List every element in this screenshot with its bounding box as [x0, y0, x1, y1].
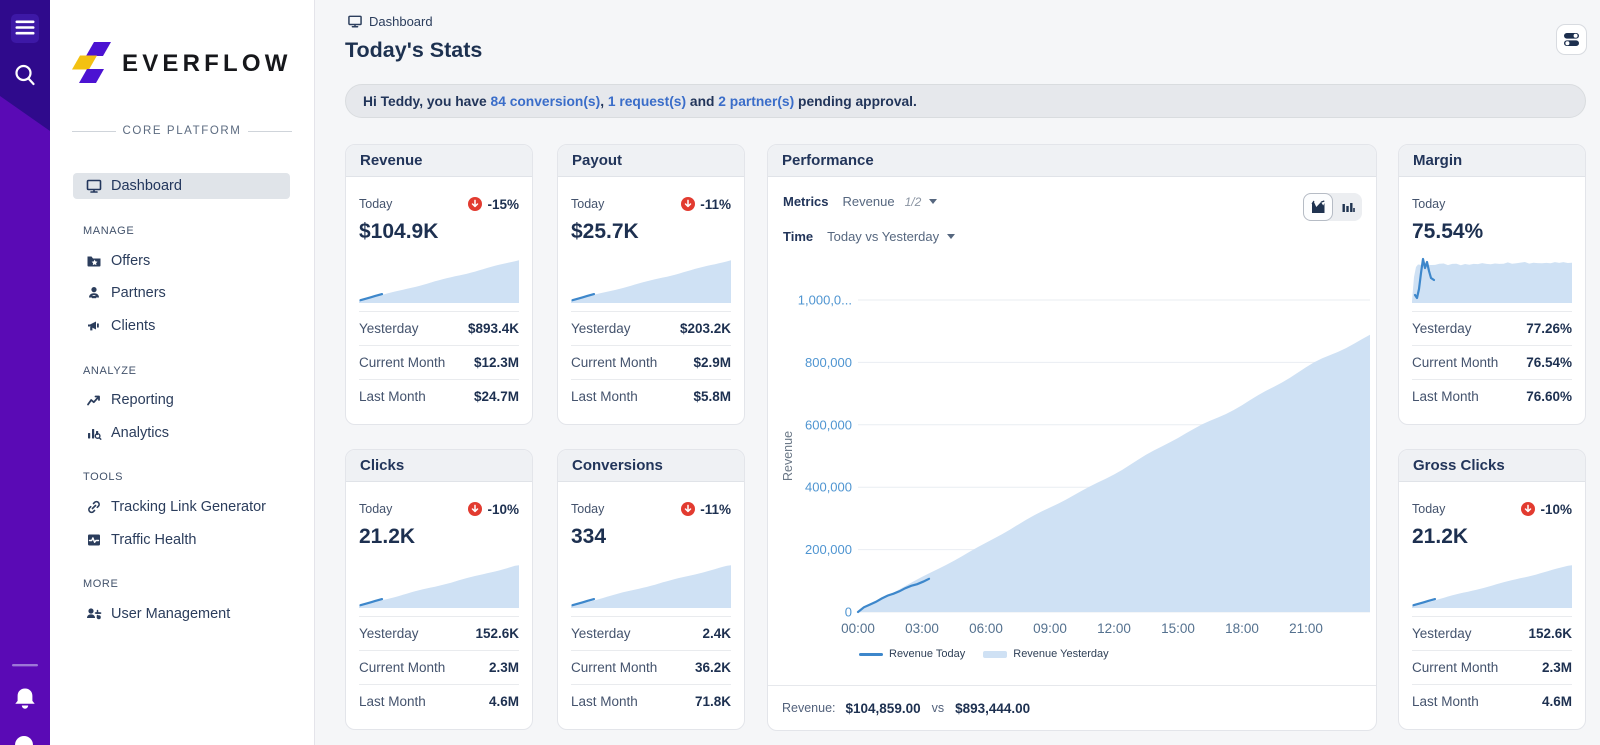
svg-text:18:00: 18:00	[1225, 621, 1259, 636]
svg-text:Revenue: Revenue	[781, 431, 795, 481]
svg-text:15:00: 15:00	[1161, 621, 1195, 636]
svg-text:00:00: 00:00	[841, 621, 875, 636]
svg-text:21:00: 21:00	[1289, 621, 1323, 636]
svg-text:200,000: 200,000	[805, 542, 852, 557]
svg-text:12:00: 12:00	[1097, 621, 1131, 636]
svg-text:03:00: 03:00	[905, 621, 939, 636]
svg-text:1,000,0...: 1,000,0...	[798, 293, 852, 308]
svg-text:400,000: 400,000	[805, 480, 852, 495]
svg-text:EVERFLOW: EVERFLOW	[122, 50, 292, 77]
svg-text:0: 0	[845, 605, 852, 620]
svg-text:09:00: 09:00	[1033, 621, 1067, 636]
svg-text:600,000: 600,000	[805, 417, 852, 432]
svg-text:800,000: 800,000	[805, 355, 852, 370]
svg-text:06:00: 06:00	[969, 621, 1003, 636]
